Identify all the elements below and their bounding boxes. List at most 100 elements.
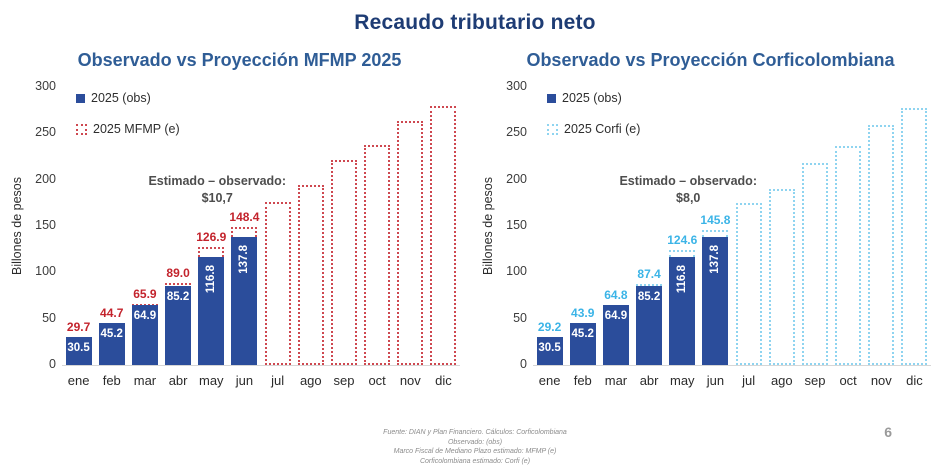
bar-group-mar: 64.9 64.8 (599, 87, 632, 365)
bar-group-oct (361, 87, 394, 365)
bar-group-jun: 137.8 145.8 (699, 87, 732, 365)
x-axis-label: dic (435, 373, 452, 388)
page-title: Recaudo tributario neto (354, 11, 596, 34)
observed-bar (198, 256, 225, 365)
observed-value-label: 85.2 (637, 291, 661, 304)
chart-panel-corfi: Observado vs Proyección Corficolombiana … (475, 35, 946, 388)
estimated-value-label: 44.7 (100, 306, 124, 321)
x-axis-label: nov (870, 373, 892, 388)
y-tick-label: 0 (49, 357, 56, 371)
y-tick-label: 200 (506, 171, 527, 186)
gap-annotation-value: $8,0 (676, 191, 701, 205)
bar-group-jun: 137.8 148.4 (228, 87, 261, 365)
estimated-bar (801, 163, 828, 365)
x-axis-label: abr (639, 373, 659, 388)
estimated-value-label: 43.9 (571, 306, 595, 321)
legend-item-observed: 2025 (obs) (76, 91, 180, 105)
observed-value-label: 30.5 (538, 341, 561, 354)
x-axis-label: oct (839, 373, 857, 388)
observed-bar (536, 336, 563, 365)
observed-bar (65, 336, 92, 365)
observed-value-label: 116.8 (205, 264, 218, 293)
observed-value-label: 137.8 (238, 245, 251, 275)
bar-group-nov (865, 87, 898, 365)
estimated-bar (735, 202, 762, 365)
observed-value-label: 64.9 (604, 309, 628, 322)
y-tick-label: 250 (506, 125, 527, 140)
y-tick-label: 50 (513, 310, 527, 325)
observed-value-label: 45.2 (100, 328, 123, 341)
estimated-bar (835, 146, 862, 365)
estimated-bar (297, 185, 324, 365)
x-axis-label: oct (368, 373, 386, 388)
legend: 2025 (obs) 2025 Corfi (e) (547, 91, 640, 153)
footnote-line: Fuente: DIAN y Plan Financiero. Cálculos… (383, 429, 567, 436)
estimated-bar (264, 201, 291, 365)
estimated-value-label: 65.9 (133, 286, 157, 301)
x-axis-label: sep (333, 373, 355, 388)
x-axis-label: abr (168, 373, 188, 388)
bar-group-mar: 64.9 65.9 (128, 87, 161, 365)
bar-group-ene: 30.5 29.7 (62, 87, 95, 365)
legend-label-observed: 2025 (obs) (91, 91, 151, 105)
gap-annotation-text: Estimado – observado: (619, 174, 757, 188)
x-axis-labels: ene feb mar abr may jun jul ago sep oct nov dic (62, 373, 460, 388)
y-tick-label: 50 (42, 310, 56, 325)
legend-label-observed: 2025 (obs) (562, 91, 622, 105)
y-axis-ticks: 0 50 100 150 200 250 300 (26, 80, 62, 371)
footnote-line: Observado: (obs) (447, 438, 503, 446)
x-axis-label: dic (906, 373, 923, 388)
estimated-series-marker-icon (547, 123, 558, 135)
x-axis-label: ago (299, 373, 322, 388)
legend-item-estimated: 2025 MFMP (e) (76, 122, 180, 136)
x-axis-label: mar (604, 373, 628, 388)
estimated-bar (901, 108, 928, 365)
observed-bar (669, 256, 696, 365)
x-axis-label: jul (742, 373, 756, 388)
estimated-value-label: 64.8 (604, 287, 628, 302)
gap-annotation: Estimado – observado: $10,7 (148, 173, 286, 207)
bar-group-ago (294, 87, 327, 365)
y-tick-label: 200 (35, 171, 56, 186)
legend: 2025 (obs) 2025 MFMP (e) (76, 91, 180, 153)
source-footnote: Fuente: DIAN y Plan Financiero. Cálculos… (0, 428, 950, 466)
observed-bar (602, 304, 629, 365)
bar-group-feb: 45.2 43.9 (566, 87, 599, 365)
x-axis-label: sep (804, 373, 826, 388)
y-tick-label: 100 (35, 264, 56, 279)
y-tick-label: 250 (35, 125, 56, 140)
x-axis-label: may (198, 373, 224, 388)
legend-label-estimated: 2025 Corfi (e) (564, 122, 641, 136)
x-axis-label: jun (706, 373, 725, 388)
observed-bar (98, 323, 125, 365)
y-tick-label: 300 (506, 79, 527, 93)
estimated-bar (364, 145, 391, 365)
chart-title-mfmp: Observado vs Proyección MFMP 2025 (77, 50, 402, 70)
x-axis-labels: ene feb mar abr may jun jul ago sep oct nov dic (533, 373, 931, 388)
legend-item-observed: 2025 (obs) (547, 91, 640, 105)
legend-label-estimated: 2025 MFMP (e) (93, 122, 180, 136)
chart-panel-mfmp: Observado vs Proyección MFMP 2025 Billon… (4, 35, 475, 388)
x-axis-label: feb (102, 373, 121, 388)
bar-group-sep (327, 87, 360, 365)
estimated-bar (868, 125, 895, 365)
gap-annotation: Estimado – observado: $8,0 (619, 173, 757, 207)
x-axis-label: nov (399, 373, 421, 388)
observed-bar (231, 237, 258, 365)
estimated-value-label: 29.7 (66, 319, 91, 334)
estimated-value-label: 87.4 (637, 267, 661, 282)
bar-group-may: 116.8 124.6 (666, 87, 699, 365)
bar-group-may: 116.8 126.9 (195, 87, 228, 365)
observed-value-label: 64.9 (133, 309, 157, 322)
y-tick-label: 0 (520, 357, 527, 371)
bar-group-abr: 85.2 89.0 (162, 87, 195, 365)
plot-area-corfi: 2025 (obs) 2025 Corfi (e) Estimado – obs… (533, 87, 931, 366)
chart-title-corfi: Observado vs Proyección Corficolombiana (526, 50, 895, 70)
footnote-line: Marco Fiscal de Mediano Plazo estimado: … (393, 448, 557, 455)
y-tick-label: 150 (35, 218, 56, 232)
bar-group-ago (765, 87, 798, 365)
y-tick-label: 150 (506, 218, 527, 232)
x-axis-label: feb (573, 373, 592, 388)
observed-value-label: 85.2 (166, 291, 190, 304)
bar-group-sep (798, 87, 831, 365)
